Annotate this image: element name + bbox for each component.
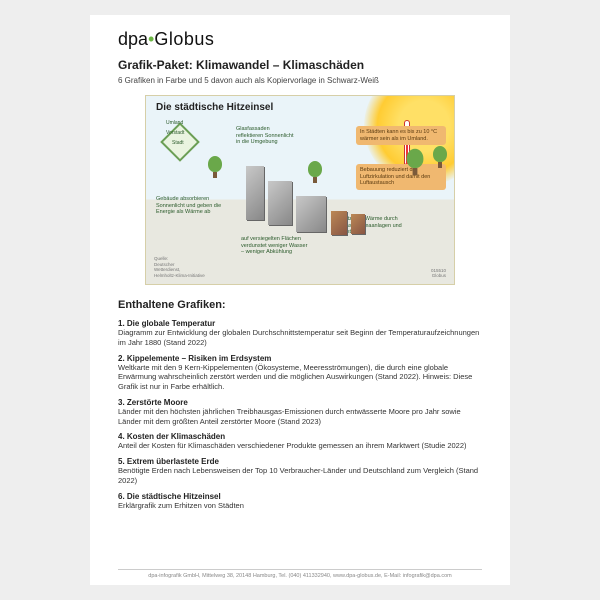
list-heading: Enthaltene Grafiken: — [118, 299, 482, 311]
page-title: Grafik-Paket: Klimawandel – Klimaschäden — [118, 58, 482, 72]
item-title: 1. Die globale Temperatur — [118, 319, 482, 328]
list-item: 4. Kosten der KlimaschädenAnteil der Kos… — [118, 432, 482, 451]
page-subtitle: 6 Grafiken in Farbe und 5 davon auch als… — [118, 76, 482, 85]
annot-glass: Glasfassaden reflektieren Sonnenlicht in… — [236, 126, 296, 146]
brand-part1: dpa — [118, 29, 148, 49]
building-icon — [331, 211, 347, 235]
item-desc: Anteil der Kosten für Klimaschäden versc… — [118, 441, 482, 451]
building-icon — [246, 166, 264, 220]
tree-icon — [431, 146, 449, 168]
item-desc: Erklärgrafik zum Erhitzen von Städten — [118, 501, 482, 511]
document-page: dpa•Globus Grafik-Paket: Klimawandel – K… — [90, 15, 510, 585]
item-title: 5. Extrem überlastete Erde — [118, 457, 482, 466]
callout-warmth: In Städten kann es bis zu 10 °C wärmer s… — [356, 126, 446, 145]
list-item: 6. Die städtische HitzeinselErklärgrafik… — [118, 492, 482, 511]
item-desc: Diagramm zur Entwicklung der globalen Du… — [118, 328, 482, 348]
item-desc: Länder mit den höchsten jährlichen Treib… — [118, 407, 482, 427]
graphics-list: 1. Die globale TemperaturDiagramm zur En… — [118, 319, 482, 510]
infographic-source: Quelle: Deutscher Wetterdienst, Helmholt… — [154, 256, 205, 278]
brand-logo: dpa•Globus — [118, 29, 482, 50]
annot-absorb: Gebäude absorbieren Sonnenlicht und gebe… — [156, 196, 226, 216]
building-icon — [268, 181, 292, 225]
zone-middle: Vorstadt — [166, 130, 184, 136]
infographic-title: Die städtische Hitzeinsel — [156, 102, 273, 113]
tree-icon — [306, 161, 324, 183]
list-item: 2. Kippelemente – Risiken im ErdsystemWe… — [118, 354, 482, 392]
annot-sealed: auf versiegelten Flächen verdunstet weni… — [241, 236, 311, 256]
item-desc: Benötigte Erden nach Lebensweisen der To… — [118, 466, 482, 486]
building-icon — [351, 214, 365, 234]
building-icon — [296, 196, 326, 232]
zone-inner: Stadt — [172, 140, 184, 146]
brand-part2: Globus — [154, 29, 214, 49]
zone-diamond: Umland Vorstadt Stadt — [160, 122, 200, 162]
tree-icon — [404, 149, 426, 175]
tree-icon — [206, 156, 224, 178]
list-item: 3. Zerstörte MooreLänder mit den höchste… — [118, 398, 482, 427]
item-title: 6. Die städtische Hitzeinsel — [118, 492, 482, 501]
item-desc: Weltkarte mit den 9 Kern-Kippelementen (… — [118, 363, 482, 392]
zone-outer: Umland — [166, 120, 183, 126]
list-item: 5. Extrem überlastete ErdeBenötigte Erde… — [118, 457, 482, 486]
infographic-id: 015510 Globus — [431, 268, 446, 278]
list-item: 1. Die globale TemperaturDiagramm zur En… — [118, 319, 482, 348]
item-title: 2. Kippelemente – Risiken im Erdsystem — [118, 354, 482, 363]
page-footer: dpa-infografik GmbH, Mittelweg 38, 20148… — [118, 569, 482, 579]
hero-infographic: Die städtische Hitzeinsel Umland Vorstad… — [145, 95, 455, 285]
item-title: 3. Zerstörte Moore — [118, 398, 482, 407]
item-title: 4. Kosten der Klimaschäden — [118, 432, 482, 441]
